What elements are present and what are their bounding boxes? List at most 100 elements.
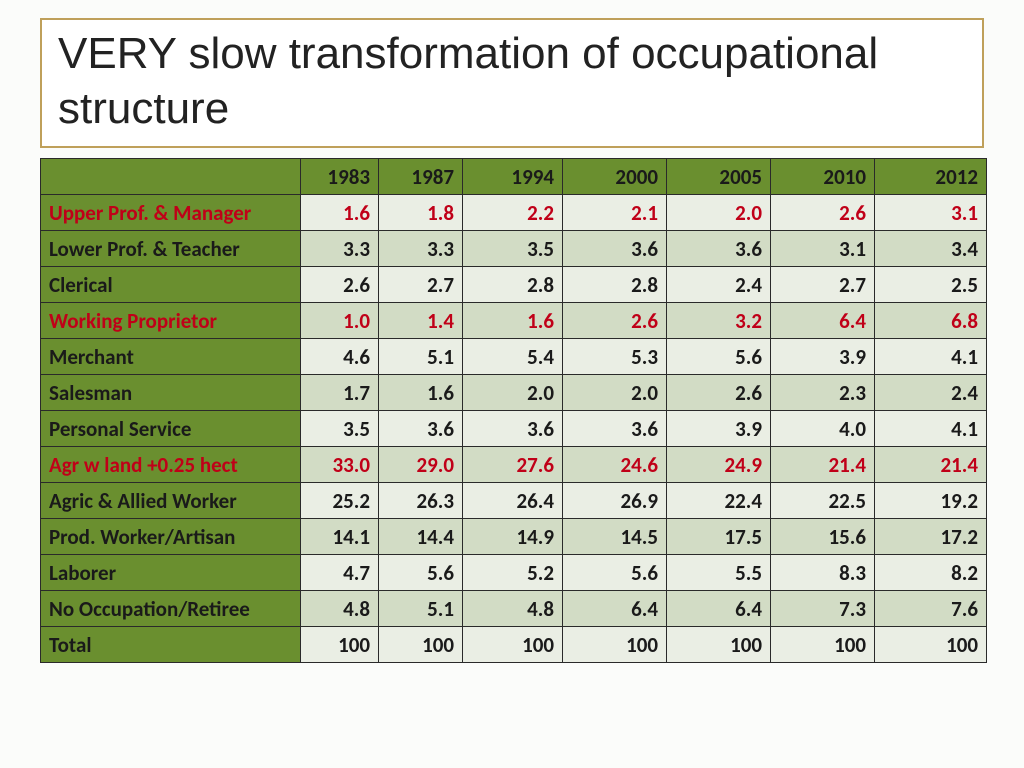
cell-value: 5.3: [563, 339, 667, 375]
cell-value: 2.0: [463, 375, 563, 411]
cell-value: 100: [771, 627, 875, 663]
table-row: Personal Service3.53.63.63.63.94.04.1: [41, 411, 987, 447]
table-row: Working Proprietor1.01.41.62.63.26.46.8: [41, 303, 987, 339]
table-row: Salesman1.71.62.02.02.62.32.4: [41, 375, 987, 411]
cell-value: 3.6: [563, 411, 667, 447]
row-label: Working Proprietor: [41, 303, 301, 339]
cell-value: 2.4: [875, 375, 987, 411]
cell-value: 5.2: [463, 555, 563, 591]
cell-value: 100: [667, 627, 771, 663]
cell-value: 4.6: [301, 339, 379, 375]
cell-value: 3.1: [875, 195, 987, 231]
cell-value: 14.4: [379, 519, 463, 555]
cell-value: 2.4: [667, 267, 771, 303]
cell-value: 8.3: [771, 555, 875, 591]
row-label: Salesman: [41, 375, 301, 411]
cell-value: 4.1: [875, 339, 987, 375]
cell-value: 4.7: [301, 555, 379, 591]
cell-value: 1.0: [301, 303, 379, 339]
cell-value: 2.8: [463, 267, 563, 303]
cell-value: 1.6: [379, 375, 463, 411]
cell-value: 5.5: [667, 555, 771, 591]
row-label: Agric & Allied Worker: [41, 483, 301, 519]
cell-value: 3.5: [463, 231, 563, 267]
cell-value: 2.0: [667, 195, 771, 231]
cell-value: 26.3: [379, 483, 463, 519]
cell-value: 25.2: [301, 483, 379, 519]
header-year: 2010: [771, 159, 875, 195]
cell-value: 15.6: [771, 519, 875, 555]
cell-value: 2.3: [771, 375, 875, 411]
cell-value: 5.1: [379, 591, 463, 627]
cell-value: 3.9: [667, 411, 771, 447]
cell-value: 2.7: [771, 267, 875, 303]
cell-value: 24.6: [563, 447, 667, 483]
table-row: Laborer4.75.65.25.65.58.38.2: [41, 555, 987, 591]
header-year: 1987: [379, 159, 463, 195]
cell-value: 8.2: [875, 555, 987, 591]
cell-value: 22.5: [771, 483, 875, 519]
cell-value: 4.1: [875, 411, 987, 447]
cell-value: 19.2: [875, 483, 987, 519]
cell-value: 100: [379, 627, 463, 663]
cell-value: 3.6: [463, 411, 563, 447]
cell-value: 7.6: [875, 591, 987, 627]
header-year: 2000: [563, 159, 667, 195]
cell-value: 1.8: [379, 195, 463, 231]
cell-value: 14.1: [301, 519, 379, 555]
header-year: 2005: [667, 159, 771, 195]
cell-value: 3.9: [771, 339, 875, 375]
cell-value: 6.4: [563, 591, 667, 627]
slide-title: VERY slow transformation of occupational…: [58, 26, 966, 136]
cell-value: 24.9: [667, 447, 771, 483]
table-row: Agr w land +0.25 hect33.029.027.624.624.…: [41, 447, 987, 483]
cell-value: 3.2: [667, 303, 771, 339]
cell-value: 2.7: [379, 267, 463, 303]
cell-value: 5.1: [379, 339, 463, 375]
cell-value: 5.6: [667, 339, 771, 375]
cell-value: 3.5: [301, 411, 379, 447]
cell-value: 17.5: [667, 519, 771, 555]
table-row: Lower Prof. & Teacher3.33.33.53.63.63.13…: [41, 231, 987, 267]
cell-value: 6.4: [667, 591, 771, 627]
cell-value: 1.7: [301, 375, 379, 411]
header-corner: [41, 159, 301, 195]
cell-value: 7.3: [771, 591, 875, 627]
row-label: Agr w land +0.25 hect: [41, 447, 301, 483]
cell-value: 1.4: [379, 303, 463, 339]
cell-value: 1.6: [463, 303, 563, 339]
row-label: Personal Service: [41, 411, 301, 447]
cell-value: 21.4: [875, 447, 987, 483]
cell-value: 2.8: [563, 267, 667, 303]
slide: VERY slow transformation of occupational…: [0, 0, 1024, 768]
cell-value: 14.5: [563, 519, 667, 555]
cell-value: 3.3: [379, 231, 463, 267]
cell-value: 17.2: [875, 519, 987, 555]
cell-value: 1.6: [301, 195, 379, 231]
cell-value: 100: [875, 627, 987, 663]
cell-value: 2.6: [771, 195, 875, 231]
row-label: Clerical: [41, 267, 301, 303]
cell-value: 3.6: [563, 231, 667, 267]
cell-value: 6.4: [771, 303, 875, 339]
cell-value: 27.6: [463, 447, 563, 483]
table-body: Upper Prof. & Manager1.61.82.22.12.02.63…: [41, 195, 987, 663]
header-year: 1994: [463, 159, 563, 195]
table-row: Prod. Worker/Artisan14.114.414.914.517.5…: [41, 519, 987, 555]
row-label: Laborer: [41, 555, 301, 591]
cell-value: 3.6: [667, 231, 771, 267]
cell-value: 5.6: [379, 555, 463, 591]
cell-value: 4.8: [301, 591, 379, 627]
cell-value: 100: [463, 627, 563, 663]
title-box: VERY slow transformation of occupational…: [40, 18, 984, 148]
cell-value: 2.6: [563, 303, 667, 339]
header-year: 2012: [875, 159, 987, 195]
cell-value: 26.9: [563, 483, 667, 519]
row-label: Total: [41, 627, 301, 663]
table-row: Merchant4.65.15.45.35.63.94.1: [41, 339, 987, 375]
cell-value: 3.6: [379, 411, 463, 447]
cell-value: 6.8: [875, 303, 987, 339]
cell-value: 2.5: [875, 267, 987, 303]
cell-value: 5.4: [463, 339, 563, 375]
cell-value: 3.3: [301, 231, 379, 267]
